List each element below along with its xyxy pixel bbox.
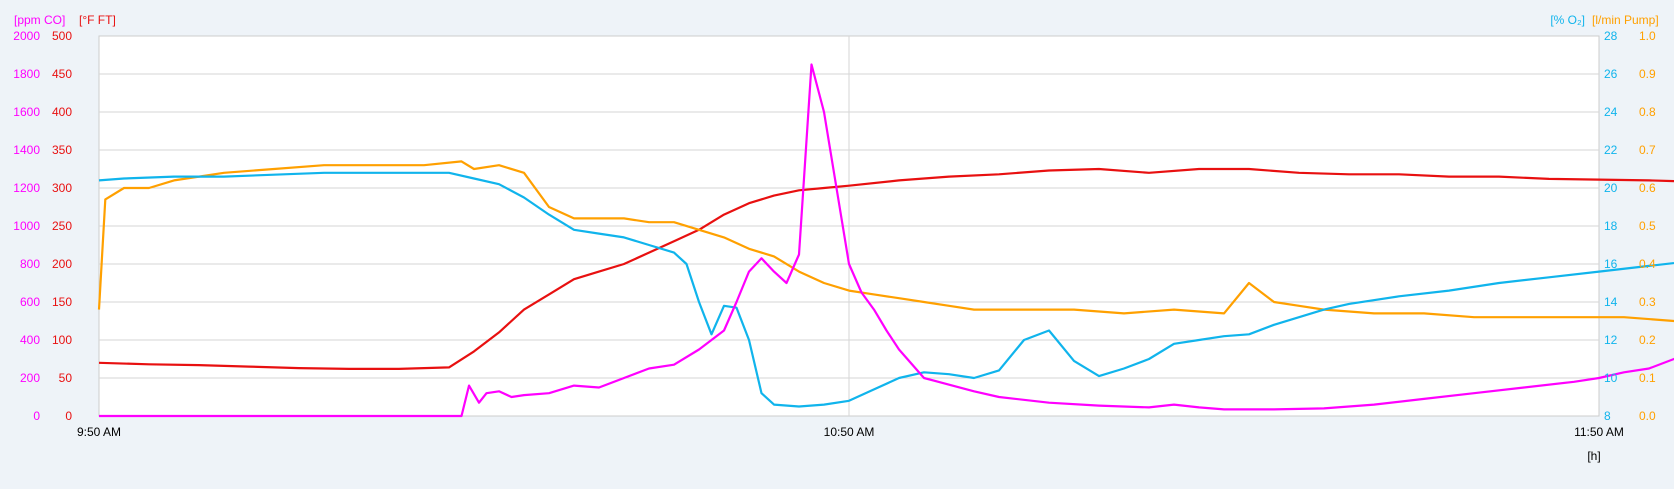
pump-axis-title: [l/min Pump] — [1592, 13, 1659, 27]
ft-tick-label: 450 — [52, 67, 72, 81]
x-tick-label: 11:50 AM — [1574, 425, 1624, 439]
o2-tick-label: 8 — [1604, 409, 1611, 423]
ft-tick-label: 300 — [52, 181, 72, 195]
ft-series-line — [98, 167, 1674, 370]
co-tick-label: 2000 — [13, 29, 40, 43]
pump-tick-label: 0.9 — [1639, 67, 1656, 81]
o2-tick-label: 22 — [1604, 143, 1618, 157]
co-tick-label: 1000 — [13, 219, 40, 233]
ft-tick-label: 200 — [52, 257, 72, 271]
ft-tick-label: 250 — [52, 219, 72, 233]
ft-tick-label: 0 — [65, 409, 72, 423]
co-tick-label: 400 — [20, 333, 40, 347]
o2-tick-label: 12 — [1604, 333, 1618, 347]
x-tick-label: 10:50 AM — [824, 425, 875, 439]
o2-tick-label: 14 — [1604, 295, 1618, 309]
pump-tick-label: 0.0 — [1639, 409, 1656, 423]
grid-lines — [99, 36, 1599, 416]
co-tick-label: 1200 — [13, 181, 40, 195]
ft-tick-label: 50 — [59, 371, 73, 385]
co-tick-label: 0 — [33, 409, 40, 423]
pump-tick-label: 0.4 — [1639, 257, 1656, 271]
ft-axis-title: [°F FT] — [79, 13, 116, 27]
co-tick-label: 1400 — [13, 143, 40, 157]
ft-tick-label: 150 — [52, 295, 72, 309]
pump-tick-label: 0.6 — [1639, 181, 1656, 195]
co-axis-title: [ppm CO] — [14, 13, 65, 27]
o2-tick-label: 20 — [1604, 181, 1618, 195]
o2-tick-label: 26 — [1604, 67, 1618, 81]
o2-axis-title: [% O₂] — [1550, 13, 1585, 27]
pump-tick-label: 1.0 — [1639, 29, 1656, 43]
pump-series-line — [97, 160, 1674, 323]
pump-tick-label: 0.3 — [1639, 295, 1656, 309]
co-tick-label: 1600 — [13, 105, 40, 119]
ft-tick-label: 500 — [52, 29, 72, 43]
pump-tick-label: 0.1 — [1639, 371, 1656, 385]
pump-tick-label: 0.2 — [1639, 333, 1656, 347]
pump-tick-label: 0.5 — [1639, 219, 1656, 233]
co-tick-label: 1800 — [13, 67, 40, 81]
x-tick-label: 9:50 AM — [77, 425, 121, 439]
co-tick-label: 800 — [20, 257, 40, 271]
o2-tick-label: 28 — [1604, 29, 1618, 43]
pump-tick-label: 0.8 — [1639, 105, 1656, 119]
series-lines — [97, 63, 1674, 418]
co-tick-label: 600 — [20, 295, 40, 309]
ft-tick-label: 400 — [52, 105, 72, 119]
o2-tick-label: 16 — [1604, 257, 1618, 271]
o2-series-line — [98, 171, 1674, 408]
o2-tick-label: 10 — [1604, 371, 1618, 385]
ft-tick-label: 350 — [52, 143, 72, 157]
co-tick-label: 200 — [20, 371, 40, 385]
x-unit-label: [h] — [1587, 449, 1600, 463]
o2-tick-label: 24 — [1604, 105, 1618, 119]
ft-tick-label: 100 — [52, 333, 72, 347]
o2-tick-label: 18 — [1604, 219, 1618, 233]
co-series-line — [99, 63, 1674, 418]
pump-tick-label: 0.7 — [1639, 143, 1656, 157]
axes: 0 200 400 600 800 1000 1200 1400 1600 1800 2000 0 50… — [13, 13, 1658, 463]
